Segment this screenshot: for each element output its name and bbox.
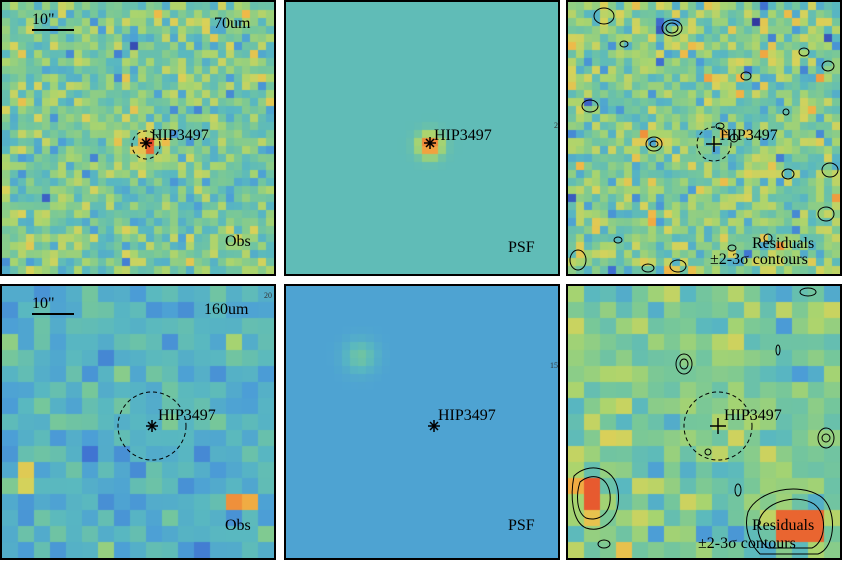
panel-kind-label: Obs xyxy=(225,517,251,534)
source-name-label: HIP3497 xyxy=(438,407,496,424)
overlay-160um-obs xyxy=(32,313,187,461)
image-160um-psf xyxy=(286,286,558,558)
panel-160um-obs: 10" 160um HIP3497 Obs 20 xyxy=(0,284,276,560)
image-70um-obs xyxy=(2,2,274,274)
overlay-70um-obs xyxy=(32,29,161,160)
source-marker-star xyxy=(428,420,440,432)
band-label: 160um xyxy=(204,301,249,318)
overlay-70um-residuals xyxy=(569,7,839,273)
source-name-label: HIP3497 xyxy=(720,127,778,144)
overlay-160um-residuals xyxy=(571,287,835,555)
source-name-label: HIP3497 xyxy=(151,127,209,144)
contours-label: ±2-3σ contours xyxy=(710,251,808,268)
overlay-160um-psf xyxy=(428,420,440,432)
source-name-label: HIP3497 xyxy=(434,127,492,144)
residual-contours xyxy=(569,7,839,273)
source-marker-star xyxy=(140,137,152,149)
aperture-circle xyxy=(683,391,753,461)
image-70um-psf xyxy=(286,2,558,274)
panel-160um-residuals: HIP3497 Residuals ±2-3σ contours xyxy=(566,284,842,560)
source-marker-cross xyxy=(706,136,722,152)
axis-tick-label: 15 xyxy=(550,361,558,370)
residual-contours xyxy=(571,287,835,555)
aperture-circle xyxy=(696,126,732,162)
source-marker-star xyxy=(424,137,436,149)
residuals-label: Residuals xyxy=(752,235,815,252)
panel-160um-psf: HIP3497 PSF 15 xyxy=(284,284,560,560)
overlay-70um-psf xyxy=(424,137,436,149)
source-name-label: HIP3497 xyxy=(724,407,782,424)
image-160um-residuals xyxy=(568,286,840,558)
aperture-circle xyxy=(117,391,187,461)
panel-kind-label: Obs xyxy=(225,233,251,250)
image-70um-residuals xyxy=(568,2,840,274)
source-marker-star xyxy=(146,420,158,432)
panel-kind-label: PSF xyxy=(508,517,535,534)
residuals-label: Residuals xyxy=(752,517,815,534)
image-160um-obs xyxy=(2,286,274,558)
panel-70um-obs: 10" 70um HIP3497 Obs xyxy=(0,0,276,276)
panel-70um-residuals: HIP3497 Residuals ±2-3σ contours xyxy=(566,0,842,276)
scale-bar-label: 10" xyxy=(32,295,55,312)
band-label: 70um xyxy=(214,15,251,32)
axis-tick-label: 20 xyxy=(264,291,272,300)
axis-tick-label: 20 xyxy=(554,121,558,130)
scale-bar-label: 10" xyxy=(32,11,55,28)
contours-label: ±2-3σ contours xyxy=(698,535,796,552)
panel-kind-label: PSF xyxy=(508,239,535,256)
source-name-label: HIP3497 xyxy=(158,407,216,424)
source-marker-cross xyxy=(710,418,726,434)
panel-70um-psf: HIP3497 PSF 20 xyxy=(284,0,560,276)
aperture-circle xyxy=(131,130,161,160)
